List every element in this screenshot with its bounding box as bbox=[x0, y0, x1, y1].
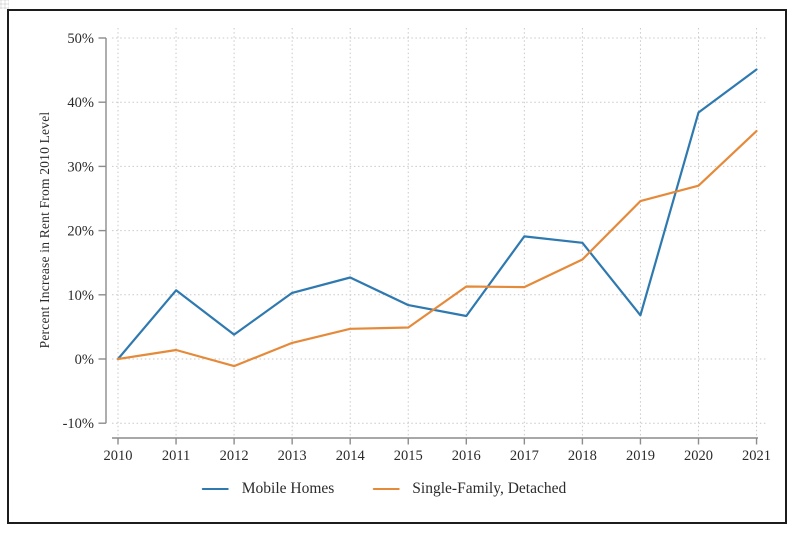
legend-line-swatch-single-family bbox=[372, 487, 400, 491]
x-axis-tick-label: 2015 bbox=[394, 448, 423, 464]
y-axis-tick-label: 30% bbox=[67, 159, 94, 175]
x-axis-tick-label: 2019 bbox=[626, 448, 655, 464]
y-axis-tick-label: 0% bbox=[75, 352, 94, 368]
series-line-single-family-detached bbox=[116, 130, 758, 368]
x-axis-tick-label: 2013 bbox=[278, 448, 307, 464]
x-axis-tick-label: 2016 bbox=[452, 448, 481, 464]
legend-item-single-family: Single-Family, Detached bbox=[372, 480, 566, 498]
x-axis-tick-label: 2021 bbox=[742, 448, 771, 464]
y-axis-tick-label: 10% bbox=[67, 288, 94, 304]
x-axis-tick-label: 2011 bbox=[162, 448, 190, 464]
x-axis-tick-label: 2020 bbox=[684, 448, 713, 464]
x-axis-tick-label: 2017 bbox=[510, 448, 539, 464]
y-axis-tick-label: 50% bbox=[67, 31, 94, 47]
series-line-mobile-homes bbox=[116, 68, 758, 361]
legend-label-mobile-homes: Mobile Homes bbox=[241, 480, 335, 497]
legend-item-mobile-homes: Mobile Homes bbox=[201, 480, 335, 498]
y-axis-tick-label: 40% bbox=[67, 95, 94, 111]
legend-label-single-family: Single-Family, Detached bbox=[412, 480, 567, 497]
x-axis-tick-label: 2010 bbox=[104, 448, 133, 464]
x-axis-tick-label: 2014 bbox=[336, 448, 366, 464]
legend: Mobile Homes Single-Family, Detached bbox=[201, 480, 566, 498]
y-axis-tick-label: -10% bbox=[63, 416, 94, 432]
corner-artifact bbox=[0, 0, 9, 9]
y-axis-tick-label: 20% bbox=[67, 224, 94, 240]
legend-line-swatch-mobile-homes bbox=[201, 487, 229, 491]
y-axis-title: Percent Increase in Rent From 2010 Level bbox=[37, 111, 52, 349]
x-axis-tick-label: 2018 bbox=[568, 448, 597, 464]
x-axis-tick-label: 2012 bbox=[220, 448, 249, 464]
